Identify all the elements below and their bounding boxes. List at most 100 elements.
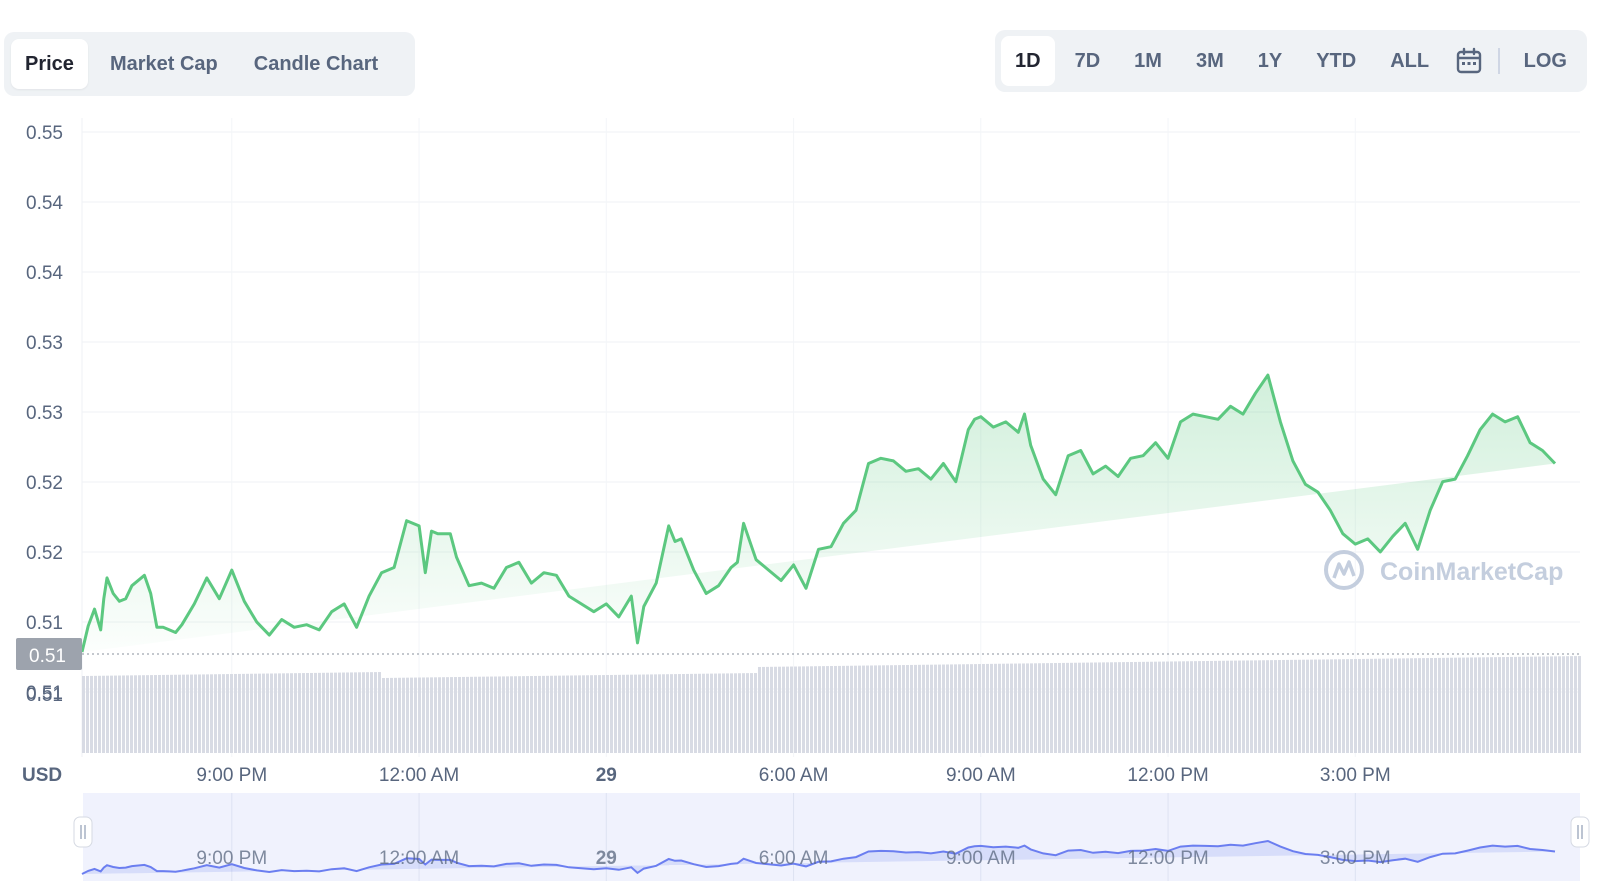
volume-bar bbox=[1146, 661, 1149, 753]
volume-bar bbox=[1114, 662, 1117, 753]
volume-bar bbox=[1122, 662, 1125, 753]
range-3m[interactable]: 3M bbox=[1195, 49, 1224, 72]
volume-bar bbox=[722, 673, 725, 753]
navigator-grid bbox=[231, 793, 1356, 881]
navigator-handle-right[interactable] bbox=[1570, 816, 1590, 848]
volume-bar bbox=[1162, 661, 1165, 753]
volume-bar bbox=[286, 673, 289, 753]
x-axis-labels: 9:00 PM 12:00 AM 29 6:00 AM 9:00 AM 12:00 PM 3… bbox=[196, 765, 1390, 786]
volume-bar bbox=[818, 666, 821, 753]
volume-bar bbox=[1334, 659, 1337, 753]
volume-bar bbox=[970, 664, 973, 753]
range-navigator[interactable]: 9:00 PM 12:00 AM 29 6:00 AM 9:00 AM 12:00 PM 3… bbox=[73, 793, 1590, 881]
volume-bar bbox=[718, 673, 721, 753]
volume-bar bbox=[330, 672, 333, 753]
volume-bar bbox=[946, 664, 949, 753]
volume-bar bbox=[702, 673, 705, 753]
volume-bar bbox=[1034, 663, 1037, 753]
volume-bar bbox=[938, 664, 941, 753]
volume-bar bbox=[886, 665, 889, 753]
volume-bar bbox=[486, 676, 489, 753]
volume-bar bbox=[1154, 661, 1157, 753]
volume-bar bbox=[378, 672, 381, 753]
volume-bar bbox=[402, 677, 405, 753]
volume-bar bbox=[1470, 657, 1473, 753]
tab-price[interactable]: Price bbox=[11, 39, 88, 89]
volume-bar bbox=[1374, 658, 1377, 753]
volume-bar bbox=[1282, 659, 1285, 753]
volume-bar bbox=[502, 676, 505, 753]
y-tick-label: 0.55 bbox=[26, 123, 63, 144]
volume-bar bbox=[134, 675, 137, 753]
volume-bar bbox=[582, 675, 585, 753]
volume-bar bbox=[1174, 661, 1177, 753]
volume-bar bbox=[858, 665, 861, 753]
volume-bar bbox=[1102, 662, 1105, 753]
volume-bar bbox=[1070, 662, 1073, 753]
volume-bar bbox=[1138, 661, 1141, 753]
volume-bar bbox=[1010, 663, 1013, 753]
volume-bar bbox=[1038, 663, 1041, 753]
volume-bar bbox=[986, 663, 989, 753]
volume-bar bbox=[1526, 656, 1529, 753]
range-ytd[interactable]: YTD bbox=[1316, 49, 1357, 72]
volume-bar bbox=[990, 663, 993, 753]
volume-bar bbox=[874, 665, 877, 753]
volume-bar bbox=[1238, 660, 1241, 753]
volume-bar bbox=[706, 673, 709, 753]
log-toggle[interactable]: LOG bbox=[1523, 49, 1567, 72]
volume-bar bbox=[666, 674, 669, 753]
range-1m[interactable]: 1M bbox=[1134, 49, 1162, 72]
volume-bar bbox=[1046, 663, 1049, 753]
volume-bar bbox=[1210, 660, 1213, 753]
volume-bar bbox=[158, 674, 161, 753]
volume-bar bbox=[1150, 661, 1153, 753]
navigator-handle-left[interactable] bbox=[73, 816, 93, 848]
volume-bar bbox=[370, 672, 373, 753]
volume-bar bbox=[102, 675, 105, 753]
volume-bar bbox=[162, 674, 165, 753]
tab-candle-chart[interactable]: Candle Chart bbox=[253, 52, 379, 75]
volume-bar bbox=[1478, 657, 1481, 753]
volume-bar bbox=[802, 666, 805, 753]
range-1d[interactable]: 1D bbox=[1001, 36, 1055, 86]
range-all[interactable]: ALL bbox=[1390, 49, 1430, 72]
volume-bar bbox=[474, 676, 477, 753]
volume-bar bbox=[1078, 662, 1081, 753]
volume-bar bbox=[1382, 658, 1385, 753]
volume-bar bbox=[1498, 657, 1501, 753]
volume-bar bbox=[1402, 658, 1405, 753]
volume-bar bbox=[950, 664, 953, 753]
volume-bar bbox=[878, 665, 881, 753]
volume-bar bbox=[642, 674, 645, 753]
navigator-x-label: 29 bbox=[596, 848, 617, 869]
tab-market-cap[interactable]: Market Cap bbox=[109, 52, 218, 75]
range-7d[interactable]: 7D bbox=[1074, 49, 1101, 72]
range-1y[interactable]: 1Y bbox=[1257, 49, 1283, 72]
volume-bar bbox=[770, 666, 773, 753]
volume-bar bbox=[714, 673, 717, 753]
volume-bar bbox=[1394, 658, 1397, 753]
volume-bar bbox=[242, 673, 245, 753]
volume-bar bbox=[1266, 660, 1269, 753]
volume-bar bbox=[974, 664, 977, 753]
volume-bar bbox=[998, 663, 1001, 753]
volume-bar bbox=[466, 676, 469, 753]
volume-bar bbox=[742, 673, 745, 753]
volume-bar bbox=[174, 674, 177, 753]
volume-bar bbox=[1030, 663, 1033, 753]
volume-bar bbox=[150, 675, 153, 753]
volume-bar bbox=[246, 673, 249, 753]
volume-bar bbox=[146, 675, 149, 753]
volume-bar bbox=[1414, 658, 1417, 753]
volume-bar bbox=[434, 677, 437, 753]
volume-bar bbox=[1274, 660, 1277, 753]
volume-bar bbox=[1042, 663, 1045, 753]
volume-bar bbox=[1562, 656, 1565, 753]
volume-bar bbox=[870, 665, 873, 753]
volume-bar bbox=[354, 672, 357, 753]
volume-bar bbox=[638, 674, 641, 753]
calendar-icon[interactable] bbox=[1449, 36, 1488, 86]
volume-bar bbox=[1342, 659, 1345, 753]
